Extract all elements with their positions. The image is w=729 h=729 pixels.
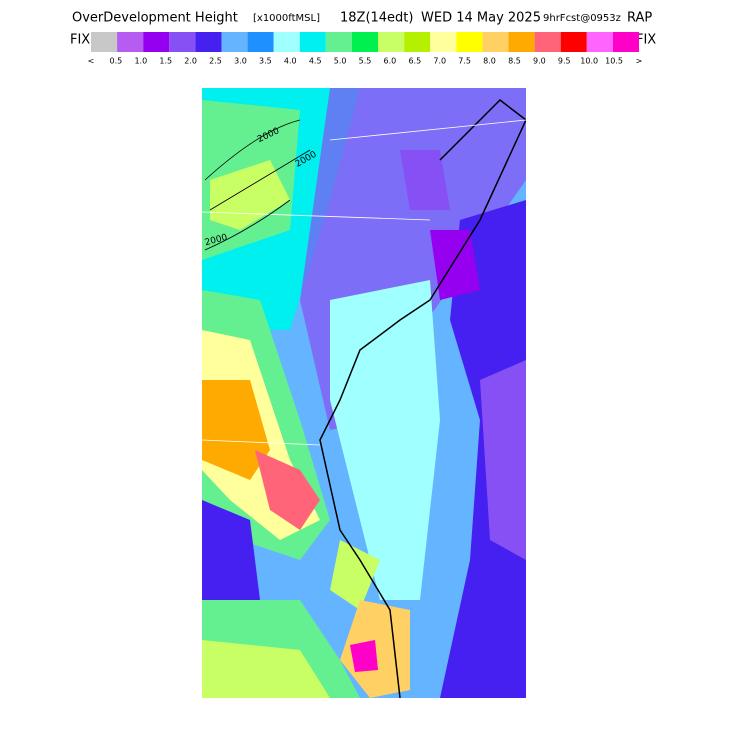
legend-label: 6.5 xyxy=(408,57,421,66)
legend-swatch xyxy=(534,32,561,52)
legend-label: 5.0 xyxy=(334,57,347,66)
legend-swatch xyxy=(586,32,613,52)
legend-label: 4.5 xyxy=(309,57,322,66)
legend-swatch xyxy=(273,32,300,52)
forecast: 9hrFcst@0953z xyxy=(543,13,621,24)
legend-right-label: FIX xyxy=(636,33,656,48)
legend-swatch xyxy=(195,32,222,52)
legend-label: 5.5 xyxy=(359,57,372,66)
legend-label: 9.5 xyxy=(558,57,571,66)
legend-swatch xyxy=(508,32,535,52)
legend-swatch xyxy=(325,32,352,52)
legend-swatch xyxy=(456,32,483,52)
legend-swatch xyxy=(560,32,587,52)
legend-label: 6.0 xyxy=(384,57,397,66)
title: OverDevelopment Height xyxy=(72,11,238,26)
legend-label: 3.5 xyxy=(259,57,272,66)
legend-swatch xyxy=(91,32,118,52)
legend-label: 10.0 xyxy=(580,57,598,66)
legend-swatch xyxy=(169,32,196,52)
legend-swatch xyxy=(351,32,379,52)
units: [x1000ftMSL] xyxy=(253,13,320,24)
legend-swatch xyxy=(404,32,431,52)
legend-label: 4.0 xyxy=(284,57,297,66)
legend-swatch xyxy=(143,32,170,52)
time: 18Z(14edt) xyxy=(340,11,413,26)
legend-label: 1.0 xyxy=(134,57,147,66)
legend-label: < xyxy=(88,57,95,66)
legend-swatch xyxy=(247,32,274,52)
legend-swatch xyxy=(117,32,144,52)
legend-label: 8.0 xyxy=(483,57,496,66)
legend-label: 7.0 xyxy=(433,57,446,66)
legend-label: 3.0 xyxy=(234,57,247,66)
legend-swatch xyxy=(430,32,457,52)
legend-swatch xyxy=(612,32,639,52)
legend-swatch xyxy=(221,32,248,52)
model: RAP xyxy=(627,11,652,26)
legend-left-label: FIX xyxy=(70,33,90,48)
legend-label: 2.5 xyxy=(209,57,222,66)
legend-label: 8.5 xyxy=(508,57,521,66)
legend-label: 1.5 xyxy=(159,57,172,66)
color-legend: <0.5 1.0 1.5 2.0 2.5 3.0 3.5 4.0 4.5 5.0 5.5 6.0 6.5… xyxy=(88,32,643,66)
legend-label: 2.0 xyxy=(184,57,197,66)
map: 2000 2000 2000 xyxy=(202,88,526,698)
legend-label: 9.0 xyxy=(533,57,546,66)
legend-swatch xyxy=(299,32,326,52)
legend-label: 10.5 xyxy=(605,57,623,66)
legend-label: 0.5 xyxy=(110,57,123,66)
legend-label: 7.5 xyxy=(458,57,471,66)
legend-swatch xyxy=(482,32,509,52)
date: WED 14 May 2025 xyxy=(421,11,541,26)
legend-label: > xyxy=(636,57,643,66)
legend-swatch xyxy=(378,32,405,52)
